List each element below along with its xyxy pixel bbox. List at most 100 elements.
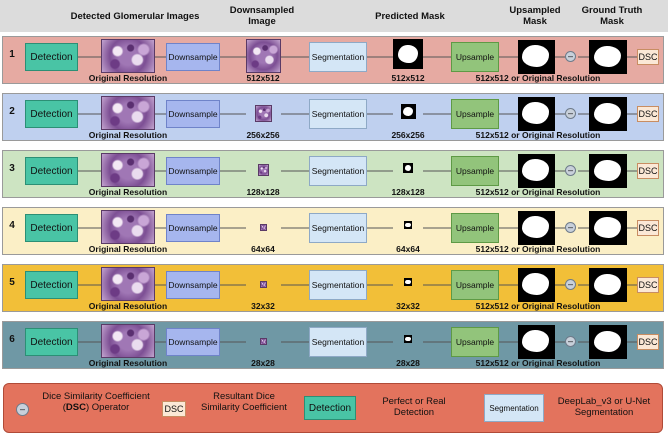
upsampled-mask <box>518 97 555 131</box>
upsample-box: Upsample <box>451 42 499 72</box>
pipeline-row: 4 Detection Original Resolution Downsamp… <box>2 207 664 255</box>
upsampled-res-label: 512x512 or Original Resolution <box>475 73 601 83</box>
downsampled-res-label: 256x256 <box>246 130 280 140</box>
original-resolution-label: Original Resolution <box>88 358 168 368</box>
predicted-mask <box>403 163 413 173</box>
predicted-mask <box>400 103 416 119</box>
downsampled-res-label: 28x28 <box>251 358 275 368</box>
legend-segmentation-box: Segmentation <box>484 394 544 422</box>
segmentation-box: Segmentation <box>309 156 367 186</box>
original-resolution-label: Original Resolution <box>88 187 168 197</box>
upsampled-res-label: 512x512 or Original Resolution <box>475 130 601 140</box>
ground-truth-mask <box>589 40 627 74</box>
dsc-operator-icon: – <box>565 51 576 62</box>
legend-seg-method: DeepLab_v3 or U-Net Segmentation <box>557 396 651 418</box>
dsc-box: DSC <box>637 220 659 236</box>
upsample-box: Upsample <box>451 99 499 129</box>
header-downsampled: Downsampled Image <box>229 5 295 27</box>
header-ground-truth: Ground Truth Mask <box>581 5 643 27</box>
predicted-res-label: 512x512 <box>391 73 425 83</box>
row-number: 2 <box>9 106 15 117</box>
segmentation-box: Segmentation <box>309 327 367 357</box>
connector-lines <box>78 227 637 229</box>
ground-truth-mask <box>589 211 627 245</box>
detection-box: Detection <box>25 271 78 299</box>
predicted-res-label: 64x64 <box>396 244 420 254</box>
predicted-res-label: 28x28 <box>396 358 420 368</box>
header-predicted: Predicted Mask <box>375 10 445 22</box>
ground-truth-mask <box>589 268 627 302</box>
predicted-mask <box>404 335 412 343</box>
upsampled-mask <box>518 211 555 245</box>
pipeline-row: 6 Detection Original Resolution Downsamp… <box>2 321 664 369</box>
row-number: 4 <box>9 220 15 231</box>
glomerular-image <box>101 39 155 73</box>
legend-resultant-dice: Resultant Dice Similarity Coefficient <box>201 391 287 413</box>
upsampled-res-label: 512x512 or Original Resolution <box>475 244 601 254</box>
upsampled-mask <box>518 268 555 302</box>
connector-lines <box>78 341 637 343</box>
predicted-mask <box>404 278 412 286</box>
header-detected: Detected Glomerular Images <box>70 10 200 22</box>
segmentation-box: Segmentation <box>309 213 367 243</box>
downsample-box: Downsample <box>166 43 220 71</box>
upsample-box: Upsample <box>451 270 499 300</box>
ground-truth-mask <box>589 97 627 131</box>
downsample-box: Downsample <box>166 214 220 242</box>
downsampled-res-label: 32x32 <box>251 301 275 311</box>
glomerular-image <box>101 153 155 187</box>
legend-dsc-box: DSC <box>162 401 186 417</box>
ground-truth-mask <box>589 154 627 188</box>
header-upsampled: Upsampled Mask <box>509 5 561 27</box>
connector-lines <box>78 56 637 58</box>
ground-truth-mask <box>589 325 627 359</box>
predicted-res-label: 32x32 <box>396 301 420 311</box>
downsampled-image <box>246 39 281 73</box>
legend-perfect-detection: Perfect or Real Detection <box>382 396 446 418</box>
original-resolution-label: Original Resolution <box>88 244 168 254</box>
downsample-box: Downsample <box>166 100 220 128</box>
upsampled-mask <box>518 325 555 359</box>
dsc-box: DSC <box>637 277 659 293</box>
detection-box: Detection <box>25 43 78 71</box>
dsc-operator-icon: – <box>565 222 576 233</box>
row-number: 1 <box>9 49 15 60</box>
original-resolution-label: Original Resolution <box>88 130 168 140</box>
connector-lines <box>78 113 637 115</box>
dsc-box: DSC <box>637 49 659 65</box>
header-bar: Detected Glomerular Images Downsampled I… <box>0 0 668 32</box>
glomerular-image <box>101 324 155 358</box>
dsc-box: DSC <box>637 106 659 122</box>
row-number: 3 <box>9 163 15 174</box>
dsc-operator-icon: – <box>565 336 576 347</box>
downsampled-image <box>254 104 273 122</box>
downsample-box: Downsample <box>166 271 220 299</box>
pipeline-row: 5 Detection Original Resolution Downsamp… <box>2 264 664 312</box>
row-number: 5 <box>9 277 15 288</box>
segmentation-box: Segmentation <box>309 42 367 72</box>
connector-lines <box>78 284 637 286</box>
row-number: 6 <box>9 334 15 345</box>
pipeline-row: 2 Detection Original Resolution Downsamp… <box>2 93 664 141</box>
downsampled-image <box>260 280 267 288</box>
upsampled-res-label: 512x512 or Original Resolution <box>475 358 601 368</box>
connector-lines <box>78 170 637 172</box>
glomerular-image <box>101 267 155 301</box>
detection-box: Detection <box>25 157 78 185</box>
detection-box: Detection <box>25 100 78 128</box>
dsc-operator-icon: – <box>16 403 29 416</box>
dsc-box: DSC <box>637 163 659 179</box>
upsampled-res-label: 512x512 or Original Resolution <box>475 187 601 197</box>
predicted-mask <box>404 221 412 229</box>
predicted-res-label: 256x256 <box>391 130 425 140</box>
downsampled-res-label: 64x64 <box>251 244 275 254</box>
upsampled-mask <box>518 40 555 74</box>
upsampled-res-label: 512x512 or Original Resolution <box>475 301 601 311</box>
predicted-res-label: 128x128 <box>391 187 425 197</box>
segmentation-box: Segmentation <box>309 270 367 300</box>
dsc-box: DSC <box>637 334 659 350</box>
original-resolution-label: Original Resolution <box>88 301 168 311</box>
legend-dice-operator: Dice Similarity Coefficient (DSC) Operat… <box>42 391 150 413</box>
pipeline-row: 3 Detection Original Resolution Downsamp… <box>2 150 664 198</box>
downsampled-res-label: 128x128 <box>246 187 280 197</box>
